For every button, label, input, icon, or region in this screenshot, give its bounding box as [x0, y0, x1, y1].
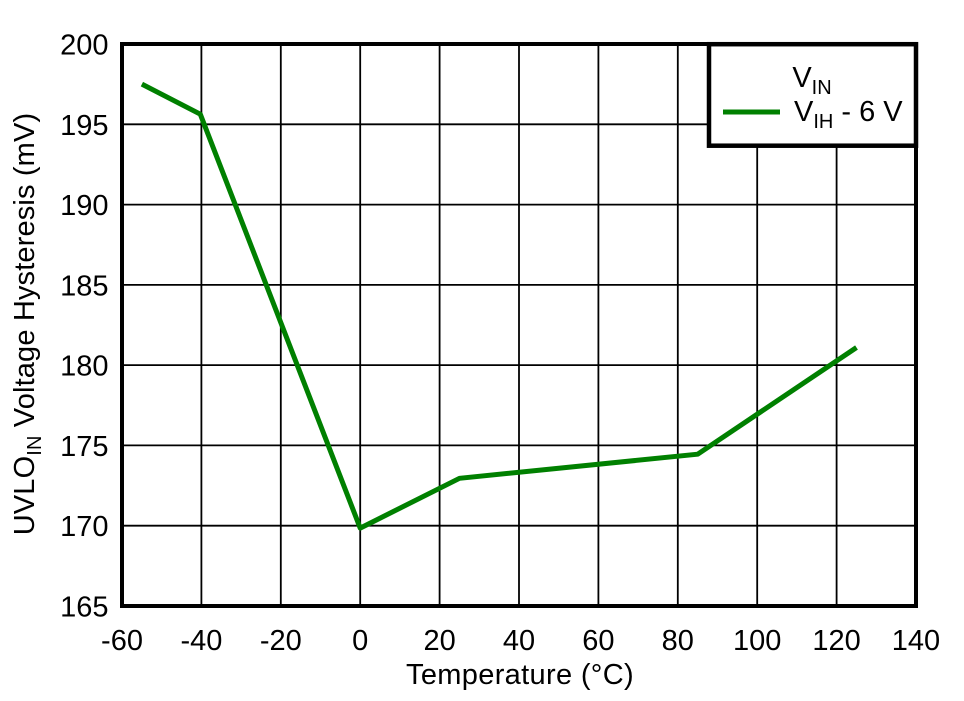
svg-text:Temperature (°C): Temperature (°C) — [406, 659, 634, 691]
svg-text:0: 0 — [352, 625, 368, 657]
svg-text:180: 180 — [60, 351, 108, 383]
svg-text:60: 60 — [582, 625, 614, 657]
svg-text:175: 175 — [60, 431, 108, 463]
svg-text:165: 165 — [60, 592, 108, 624]
svg-text:-60: -60 — [101, 625, 143, 657]
svg-text:195: 195 — [60, 110, 108, 142]
svg-text:40: 40 — [503, 625, 535, 657]
svg-text:VIH - 6 V: VIH - 6 V — [794, 96, 903, 133]
svg-text:140: 140 — [892, 625, 940, 657]
svg-text:-40: -40 — [180, 625, 222, 657]
svg-text:185: 185 — [60, 270, 108, 302]
svg-text:120: 120 — [812, 625, 860, 657]
svg-text:190: 190 — [60, 190, 108, 222]
svg-text:170: 170 — [60, 511, 108, 543]
svg-text:80: 80 — [662, 625, 694, 657]
svg-text:20: 20 — [423, 625, 455, 657]
svg-text:UVLOIN Voltage Hysteresis (mV): UVLOIN Voltage Hysteresis (mV) — [9, 113, 46, 536]
svg-text:100: 100 — [733, 625, 781, 657]
svg-text:-20: -20 — [260, 625, 302, 657]
svg-text:200: 200 — [60, 30, 108, 62]
